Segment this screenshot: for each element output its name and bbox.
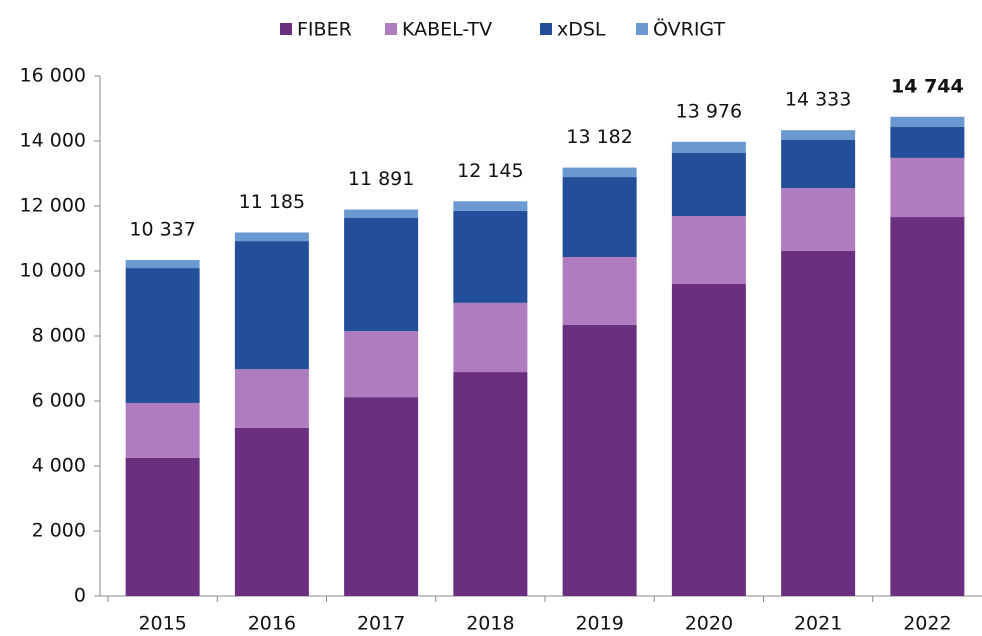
x-tick-label: 2015	[138, 613, 186, 633]
bar-segment	[344, 209, 419, 219]
y-tick-label: 10 000	[20, 260, 86, 282]
bar-segment	[890, 116, 965, 128]
bar-segment	[671, 284, 746, 596]
bar-segment	[453, 372, 528, 596]
legend-swatch	[280, 23, 292, 35]
legend-label: xDSL	[557, 19, 606, 41]
legend-label: ÖVRIGT	[653, 18, 725, 41]
bar-segment	[453, 201, 528, 211]
bar-segment	[562, 167, 637, 178]
y-tick-label: 2 000	[32, 520, 86, 542]
y-tick-label: 12 000	[20, 195, 86, 217]
bar-segment	[671, 216, 746, 284]
x-tick-label: 2018	[466, 613, 514, 633]
bar-segment	[453, 302, 528, 373]
y-tick-label: 0	[74, 585, 86, 607]
bar-segment	[344, 331, 419, 398]
total-label: 11 185	[239, 191, 305, 213]
bar-segment	[234, 232, 309, 242]
y-tick-label: 6 000	[32, 390, 86, 412]
bar-segment	[890, 157, 965, 218]
total-label: 13 182	[566, 126, 632, 148]
legend-swatch	[385, 23, 397, 35]
bar-segment	[562, 324, 637, 596]
bar-segment	[344, 397, 419, 596]
legend-swatch	[540, 23, 552, 35]
x-tick-label: 2016	[248, 613, 296, 633]
bar-segment	[125, 260, 200, 269]
total-label: 14 744	[891, 75, 964, 97]
bar-segment	[125, 402, 200, 458]
total-label: 10 337	[129, 219, 195, 241]
bar-segment	[671, 153, 746, 217]
legend-label: KABEL-TV	[402, 19, 492, 41]
bar-segment	[781, 130, 856, 141]
x-tick-label: 2020	[685, 613, 733, 633]
bar-segment	[234, 427, 309, 596]
bar-segment	[781, 250, 856, 596]
x-tick-label: 2017	[357, 613, 405, 633]
y-tick-label: 16 000	[20, 65, 86, 87]
x-tick-label: 2019	[575, 613, 623, 633]
bar-segment	[234, 369, 309, 428]
total-label: 12 145	[457, 160, 523, 182]
bar-segment	[125, 268, 200, 403]
bar-segment	[562, 177, 637, 258]
y-tick-label: 8 000	[32, 325, 86, 347]
bar-segment	[671, 141, 746, 154]
x-tick-label: 2021	[794, 613, 842, 633]
bar-segment	[125, 457, 200, 596]
total-label: 13 976	[676, 100, 742, 122]
legend-label: FIBER	[297, 19, 352, 41]
legend-swatch	[636, 23, 648, 35]
bar-segment	[781, 140, 856, 189]
bar-segment	[562, 257, 637, 325]
bar-segment	[234, 241, 309, 370]
y-tick-label: 4 000	[32, 455, 86, 477]
bar-segment	[890, 127, 965, 158]
bar-segment	[344, 218, 419, 332]
x-tick-label: 2022	[903, 613, 951, 633]
bar-segment	[781, 188, 856, 251]
total-label: 14 333	[785, 89, 851, 111]
total-label: 11 891	[348, 168, 414, 190]
bar-segment	[453, 210, 528, 303]
bar-segment	[890, 217, 965, 597]
y-tick-label: 14 000	[20, 130, 86, 152]
